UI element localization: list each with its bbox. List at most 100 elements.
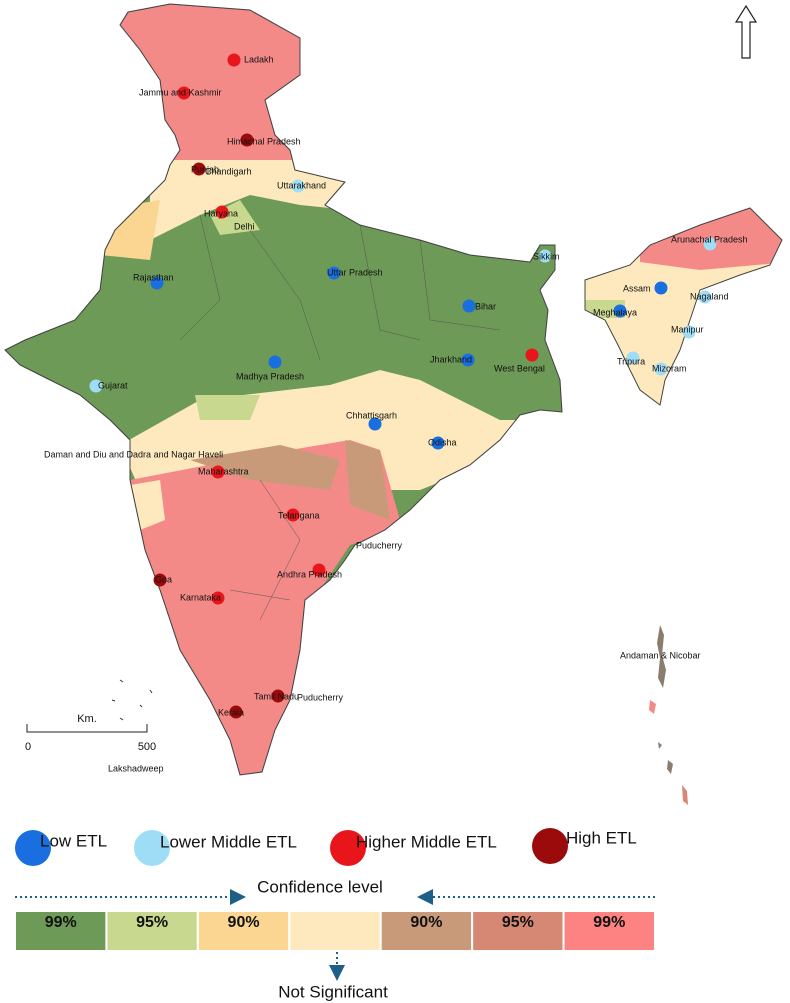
india-outline (4, 3, 563, 776)
place-label: Chhattisgarh (346, 410, 397, 420)
place-label: Puducherry (356, 540, 403, 550)
place-label: Maharashtra (198, 466, 249, 476)
legend-label: High ETL (566, 828, 637, 847)
place-label: Assam (623, 283, 651, 293)
state-marker (462, 299, 476, 313)
place-label: Telangana (278, 510, 320, 520)
place-label: Odisha (428, 437, 457, 447)
state-marker (153, 573, 167, 587)
place-label: West Bengal (494, 363, 545, 373)
place-label: Lakshadweep (108, 763, 164, 773)
place-label: Gujarat (98, 380, 128, 390)
confidence-band (14, 910, 108, 952)
mainland (5, 4, 562, 775)
legend: Confidence level Not Significant Low ETL… (14, 828, 656, 1001)
state-marker (192, 162, 206, 176)
place-label: Uttar Pradesh (327, 267, 383, 277)
state-marker (703, 237, 717, 251)
legend-marker (15, 830, 51, 866)
place-label: Tripura (617, 356, 645, 366)
state-marker (525, 348, 539, 362)
confidence-band (562, 910, 656, 952)
band-label: 99% (593, 914, 625, 931)
place-label: Nagaland (690, 291, 729, 301)
state-marker (227, 53, 241, 67)
place-label: Manipur (671, 324, 704, 334)
state-marker (291, 179, 305, 193)
state-marker (271, 689, 285, 703)
legend-label: Lower Middle ETL (160, 832, 297, 851)
state-marker (312, 563, 326, 577)
scale-tick: 500 (138, 741, 156, 753)
place-label: Andhra Pradesh (277, 569, 342, 579)
northeast-outline (584, 207, 783, 406)
state-marker (613, 304, 627, 318)
place-label: Ladakh (244, 54, 274, 64)
confidence-band (288, 910, 382, 952)
state-marker (211, 591, 225, 605)
place-label: Mizoram (652, 363, 687, 373)
state-marker (89, 379, 103, 393)
place-label: Madhya Pradesh (236, 371, 304, 381)
confidence-band (379, 910, 474, 952)
band-label: 90% (410, 914, 442, 931)
state-marker (177, 86, 191, 100)
scale-tick: 0 (25, 741, 31, 753)
place-label: Jammu and Kashmir (139, 87, 222, 97)
state-marker (461, 353, 475, 367)
place-label: Haryana (204, 208, 238, 218)
state-marker (229, 705, 243, 719)
state-marker (215, 205, 229, 219)
legend-marker (330, 830, 366, 866)
not-significant: Not Significant (278, 982, 388, 1001)
state-marker (654, 281, 668, 295)
state-marker (626, 351, 640, 365)
place-label: Delhi (234, 221, 255, 231)
place-label: Meghalaya (593, 307, 637, 317)
place-label: Jharkhand (430, 354, 472, 364)
legend-marker (532, 828, 568, 864)
state-marker (698, 290, 712, 304)
state-marker (682, 325, 696, 339)
places: Ladakh Jammu and Kashmir Himachal Pradesh P… (44, 53, 748, 773)
place-label: Arunachal Pradesh (671, 234, 748, 244)
state-marker (211, 465, 225, 479)
legend-label: Low ETL (40, 831, 107, 850)
place-label: Karnataka (180, 592, 221, 602)
state-marker (240, 133, 254, 147)
state-marker (268, 355, 282, 369)
legend-label: Higher Middle ETL (356, 832, 497, 851)
place-label: Puducherry (297, 692, 344, 702)
state-marker (538, 249, 552, 263)
place-label: Bihar (475, 301, 496, 311)
band-label: 99% (45, 914, 77, 931)
confidence-title: Confidence level (257, 877, 383, 896)
state-marker (431, 436, 445, 450)
state-marker (368, 417, 382, 431)
scale-unit: Km. (77, 713, 97, 725)
place-label: Sikkim (533, 251, 560, 261)
band-label: 90% (228, 914, 260, 931)
place-label: Uttarakhand (277, 180, 326, 190)
place-label: Tamil Nadu (254, 691, 299, 701)
islands (111, 625, 688, 805)
place-label: Chandigarh (205, 166, 252, 176)
place-label: Andaman & Nicobar (620, 650, 701, 660)
place-label: Rajasthan (133, 272, 174, 282)
state-marker (327, 266, 341, 280)
legend-marker (134, 830, 170, 866)
place-label: Punjab (191, 164, 219, 174)
state-marker (286, 508, 300, 522)
band-label: 95% (136, 914, 168, 931)
north-arrow (734, 4, 758, 59)
place-label: Daman and Diu and Dadra and Nagar Haveli (44, 449, 223, 459)
scale-bar: Km. 0 500 (25, 713, 156, 753)
place-label: Kerala (218, 707, 244, 717)
state-marker (654, 362, 668, 376)
confidence-band (105, 910, 199, 952)
band-label: 95% (502, 914, 534, 931)
state-marker (150, 276, 164, 290)
place-label: Himachal Pradesh (227, 136, 301, 146)
place-label: Goa (155, 574, 172, 584)
